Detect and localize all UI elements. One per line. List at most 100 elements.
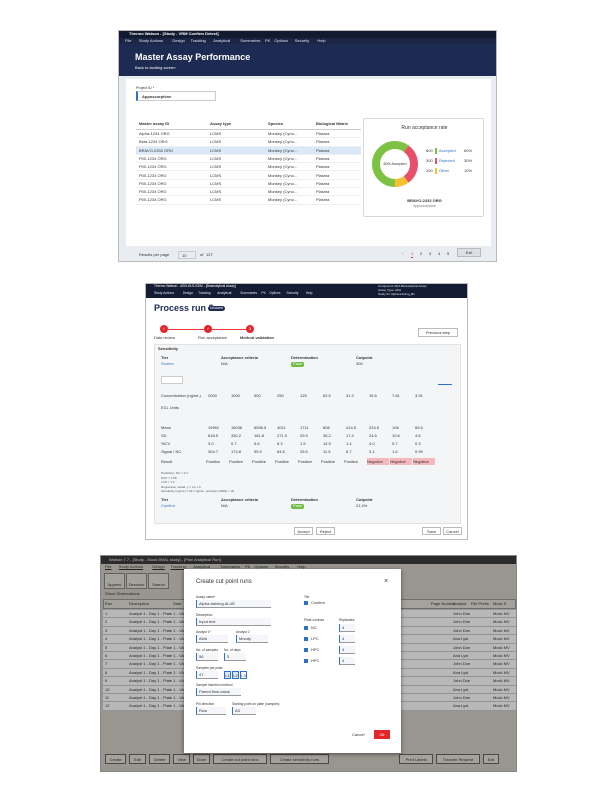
- menu-item[interactable]: Analytical: [217, 291, 232, 295]
- replicate-select[interactable]: 4: [339, 657, 355, 665]
- menu-item[interactable]: Tracking: [198, 291, 211, 295]
- bottom-button[interactable]: Delete: [149, 754, 171, 764]
- bottom-button[interactable]: Create sensitivity runs: [270, 754, 329, 764]
- menu-item[interactable]: Study Actions: [138, 37, 164, 43]
- show-observations[interactable]: Show Observations: [105, 591, 140, 596]
- menu-item[interactable]: Security: [294, 37, 310, 43]
- menu-item[interactable]: Tracking: [170, 564, 186, 569]
- table-row[interactable]: P00-1234 ORG LCMS Monkey (Cyno... Plasma: [136, 155, 361, 164]
- table-row[interactable]: Beta-1234 ORG LCMS Monkey (Cyno... Plasma: [136, 138, 361, 147]
- replicate-select[interactable]: 4: [339, 624, 355, 632]
- replicate-select[interactable]: 4: [339, 635, 355, 643]
- pin-select[interactable]: Row: [196, 707, 226, 715]
- start-select[interactable]: A3: [232, 707, 256, 715]
- table-row[interactable]: P00-1234 ORG LCMS Monkey (Cyno... Plasma: [136, 180, 361, 189]
- analyst2-select[interactable]: Moody: [236, 635, 268, 643]
- action-button[interactable]: Accept: [294, 527, 313, 535]
- button-label: Cancel: [446, 528, 459, 534]
- menu-item[interactable]: PK: [265, 37, 271, 43]
- close-button[interactable]: ×: [384, 578, 389, 585]
- table-row[interactable]: P00-1234 ORG LCMS Monkey (Cyno... Plasma: [136, 172, 361, 180]
- bottom-button[interactable]: Transfer Request: [436, 754, 480, 764]
- bottom-button[interactable]: Exit: [482, 754, 500, 764]
- toolbar-button[interactable]: Descend: [126, 573, 147, 589]
- menu-item[interactable]: Design: [172, 37, 185, 43]
- menu-item[interactable]: File: [105, 564, 112, 569]
- back-link[interactable]: Back to landing screen: [135, 65, 176, 70]
- bottom-button[interactable]: Print Labels: [399, 754, 434, 764]
- page-number[interactable]: 2: [420, 251, 423, 256]
- exit-button[interactable]: Exit: [457, 248, 481, 257]
- project-select[interactable]: Apposcurphine: [136, 91, 216, 101]
- menu-item[interactable]: Help: [297, 564, 306, 569]
- menu-item[interactable]: Options: [254, 564, 269, 569]
- action-button[interactable]: Save: [422, 527, 441, 535]
- checkbox[interactable]: [304, 648, 308, 652]
- description-input[interactable]: Input text: [196, 618, 271, 626]
- page-number[interactable]: 5: [447, 251, 450, 256]
- insertion-select[interactable]: Parent flow-value: [196, 688, 241, 696]
- menu-item[interactable]: PK: [261, 291, 266, 295]
- bottom-button[interactable]: Create cut point runs: [212, 754, 267, 764]
- level-toggle[interactable]: L2: [232, 671, 239, 679]
- menu-item[interactable]: Analytical: [213, 37, 231, 43]
- result-cell: Negative: [367, 458, 389, 465]
- menu-item[interactable]: Options: [274, 37, 289, 43]
- menu-item[interactable]: Help: [305, 291, 313, 295]
- page-number[interactable]: 1: [411, 251, 414, 258]
- check-icon: ✓: [206, 325, 210, 331]
- table-row[interactable]: BRAVO-2332 ORG LCMS Monkey (Cyno... Plasma: [136, 146, 361, 155]
- menu-item[interactable]: Tracking: [190, 37, 206, 43]
- level-toggle[interactable]: L3: [240, 671, 247, 679]
- checkbox[interactable]: [304, 637, 308, 641]
- menu-item[interactable]: Summaries: [240, 291, 257, 295]
- menu-item[interactable]: Security: [274, 564, 290, 569]
- bottom-button[interactable]: View: [173, 754, 190, 764]
- per-page-select[interactable]: 10: [178, 251, 196, 259]
- checkbox[interactable]: [304, 659, 308, 663]
- menu-item[interactable]: Summaries: [240, 37, 261, 43]
- days-input[interactable]: 3: [224, 653, 246, 661]
- menu-item[interactable]: Design: [152, 564, 165, 569]
- menu-item[interactable]: Help: [317, 37, 326, 43]
- stat-label: %CV: [161, 441, 171, 446]
- menu-item[interactable]: Study Actions: [154, 291, 174, 295]
- toolbar-button[interactable]: Append: [104, 573, 125, 589]
- stat-value: 806: [323, 425, 330, 430]
- table-row[interactable]: P00-1234 ORG LCMS Monkey (Cyno... Plasma: [136, 196, 361, 205]
- analyst1-select[interactable]: Abid: [196, 635, 228, 643]
- assay-select[interactable]: Alpha-training ALUE: [196, 600, 271, 608]
- cell: LCMS: [210, 147, 222, 153]
- page-number[interactable]: 3: [429, 251, 432, 256]
- previous-button[interactable]: Previous step: [418, 328, 458, 337]
- menu-item[interactable]: Summaries: [220, 564, 241, 569]
- table-row[interactable]: P00-1234 ORG LCMS Monkey (Cyno... Plasma: [136, 163, 361, 172]
- view-toggle[interactable]: [161, 376, 183, 384]
- menu-item[interactable]: Analytical: [193, 564, 211, 569]
- menu-item[interactable]: Design: [182, 291, 193, 295]
- checkbox[interactable]: [304, 601, 308, 605]
- table-row[interactable]: P00-1234 ORG LCMS Monkey (Cyno... Plasma: [136, 188, 361, 197]
- checkbox[interactable]: [304, 626, 308, 630]
- field-label: Starting point on plate (samples): [232, 702, 280, 706]
- action-button[interactable]: Cancel: [443, 527, 462, 535]
- replicate-select[interactable]: 4: [339, 646, 355, 654]
- bottom-button[interactable]: Done: [193, 754, 210, 764]
- menu-item[interactable]: Security: [286, 291, 299, 295]
- bottom-button[interactable]: Edit: [129, 754, 146, 764]
- menu-item[interactable]: File: [125, 37, 132, 43]
- export-icons[interactable]: [438, 379, 452, 385]
- menu-item[interactable]: Study Actions: [118, 564, 144, 569]
- samples-input[interactable]: 56: [196, 653, 218, 661]
- level-toggle[interactable]: L1: [224, 671, 231, 679]
- menu-item[interactable]: PK: [245, 564, 251, 569]
- bottom-button[interactable]: Create: [105, 754, 127, 764]
- table-row[interactable]: Alpha-1234 ORG LCMS Monkey (Cyno... Plasma: [136, 130, 361, 139]
- menu-item[interactable]: Options: [269, 291, 281, 295]
- toolbar-button[interactable]: Search: [148, 573, 169, 589]
- cancel-button[interactable]: Cancel: [352, 732, 365, 737]
- samples-per-plate-input[interactable]: 47: [196, 671, 218, 679]
- ok-button[interactable]: Ok: [374, 730, 390, 739]
- page-number[interactable]: 4: [438, 251, 441, 256]
- action-button[interactable]: Reject: [316, 527, 335, 535]
